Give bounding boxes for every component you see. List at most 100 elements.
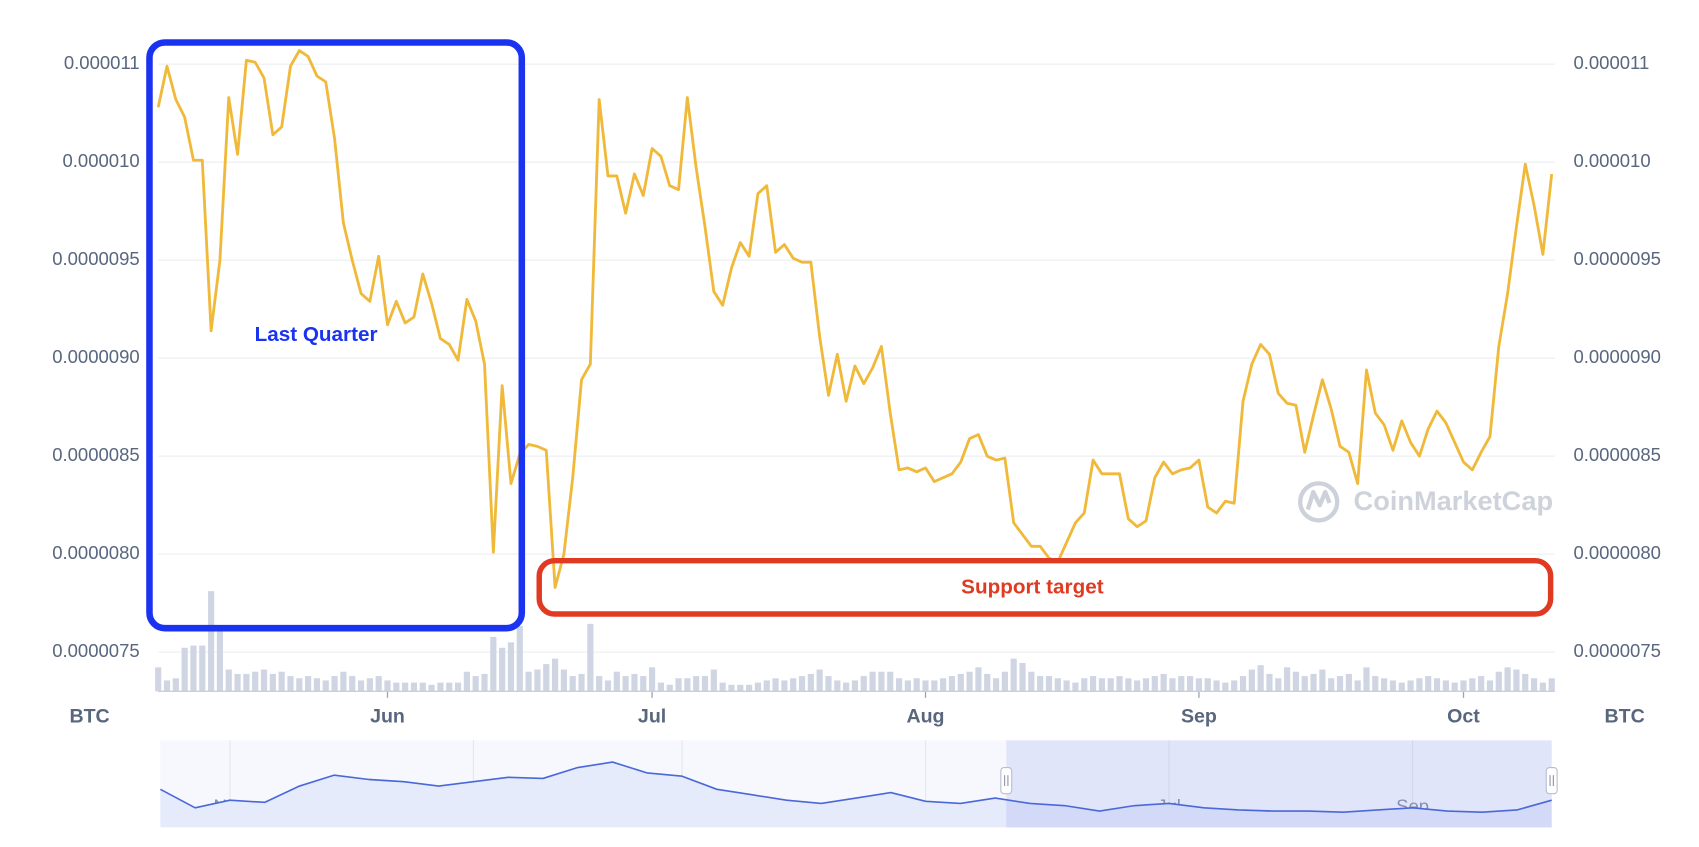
volume-bar (446, 682, 453, 692)
volume-bar (922, 680, 929, 692)
volume-bar (252, 671, 259, 692)
volume-bar (746, 684, 753, 692)
annotation-label: Last Quarter (255, 323, 378, 346)
watermark-logo-mark (1305, 489, 1332, 511)
volume-bar (1486, 680, 1494, 692)
volume-bar (1381, 678, 1388, 692)
volume-bar (481, 673, 488, 692)
x-tick-label: Sep (1181, 706, 1217, 728)
volume-bar (966, 671, 973, 692)
annotation-label: Support target (961, 575, 1104, 598)
volume-bar (940, 678, 947, 692)
volume-bar (437, 682, 444, 692)
volume-bar (693, 676, 700, 692)
volume-bar (807, 673, 814, 692)
volume-bar (587, 623, 594, 692)
x-tick-label: Jul (638, 706, 666, 728)
volume-bar (1284, 667, 1291, 692)
volume-bar (887, 671, 894, 692)
volume-bar (1504, 667, 1511, 692)
volume-bar (869, 671, 876, 692)
y2-tick-label: 0.0000090 (1573, 346, 1660, 367)
volume-bar (604, 680, 612, 692)
volume-bar (322, 680, 329, 692)
volume-bar (657, 682, 664, 692)
annotation-box (536, 557, 1554, 617)
volume-bar (1178, 676, 1185, 692)
volume-bar (1266, 673, 1273, 692)
volume-bar (728, 684, 735, 692)
volume-bar (1442, 680, 1449, 692)
volume-bar (1539, 682, 1546, 692)
volume-bar (798, 676, 806, 692)
volume-bar (860, 676, 867, 692)
y2-tick-label: 0.0000075 (1573, 640, 1660, 661)
volume-bar (578, 673, 585, 692)
volume-bar (675, 678, 682, 692)
volume-bar (931, 680, 938, 692)
y-tick-label: 0.000010 (63, 150, 140, 171)
volume-bar (649, 667, 656, 692)
navigator-handle[interactable] (1545, 766, 1558, 795)
volume-bar (1336, 676, 1344, 692)
y2-axis-label: BTC (1605, 706, 1645, 728)
volume-bar (278, 671, 285, 692)
volume-bar (1045, 676, 1053, 692)
volume-bar (375, 676, 382, 692)
volume-bar (313, 678, 321, 692)
price-line (156, 49, 1554, 589)
volume-bar (499, 647, 506, 692)
volume-bar (1089, 676, 1097, 692)
volume-bar (349, 676, 356, 692)
volume-bar (878, 671, 885, 692)
volume-bar (1319, 669, 1326, 692)
watermark-text: CoinMarketCap (1354, 485, 1554, 516)
volume-bar (710, 669, 717, 692)
y-tick-label: 0.0000080 (52, 542, 139, 563)
volume-bar (948, 676, 956, 692)
volume-bar (1328, 678, 1335, 692)
volume-bar (596, 676, 603, 692)
volume-bar (525, 671, 532, 692)
volume-bar (216, 625, 224, 692)
volume-bar (1213, 680, 1220, 692)
volume-bar (234, 673, 241, 692)
volume-bar (384, 680, 391, 692)
volume-bar (243, 673, 250, 692)
volume-bar (1134, 680, 1141, 692)
volume-bar (719, 682, 726, 692)
volume-bar (490, 636, 497, 692)
volume-bar (472, 676, 479, 692)
volume-bar (904, 680, 911, 692)
volume-bar (1204, 678, 1211, 692)
volume-bar (534, 669, 541, 692)
volume-bar (984, 673, 991, 692)
volume-bar (208, 591, 215, 692)
volume-bar (1530, 678, 1538, 692)
volume-bar (260, 669, 268, 692)
volume-bar (1513, 669, 1520, 692)
volume-bar (463, 671, 470, 692)
volume-bar (1028, 671, 1035, 692)
volume-bar (1019, 663, 1026, 692)
watermark-logo (1298, 481, 1340, 523)
volume-bar (1495, 671, 1502, 692)
volume-bar (366, 678, 373, 692)
x-tick-label: Aug (906, 706, 944, 728)
navigator-handle[interactable] (1000, 766, 1013, 795)
volume-bar (992, 678, 1000, 692)
volume-bar (825, 676, 832, 692)
volume-bar (357, 680, 365, 692)
y2-tick-label: 0.0000085 (1573, 444, 1660, 465)
volume-bar (975, 667, 982, 692)
volume-bar (1160, 673, 1167, 692)
volume-bar (1451, 682, 1458, 692)
volume-bar (834, 680, 841, 692)
y-tick-label: 0.0000095 (52, 248, 139, 269)
volume-bar (507, 642, 515, 692)
volume-bar (1433, 678, 1441, 692)
volume-bar (1275, 678, 1282, 692)
volume-bar (1301, 676, 1308, 692)
